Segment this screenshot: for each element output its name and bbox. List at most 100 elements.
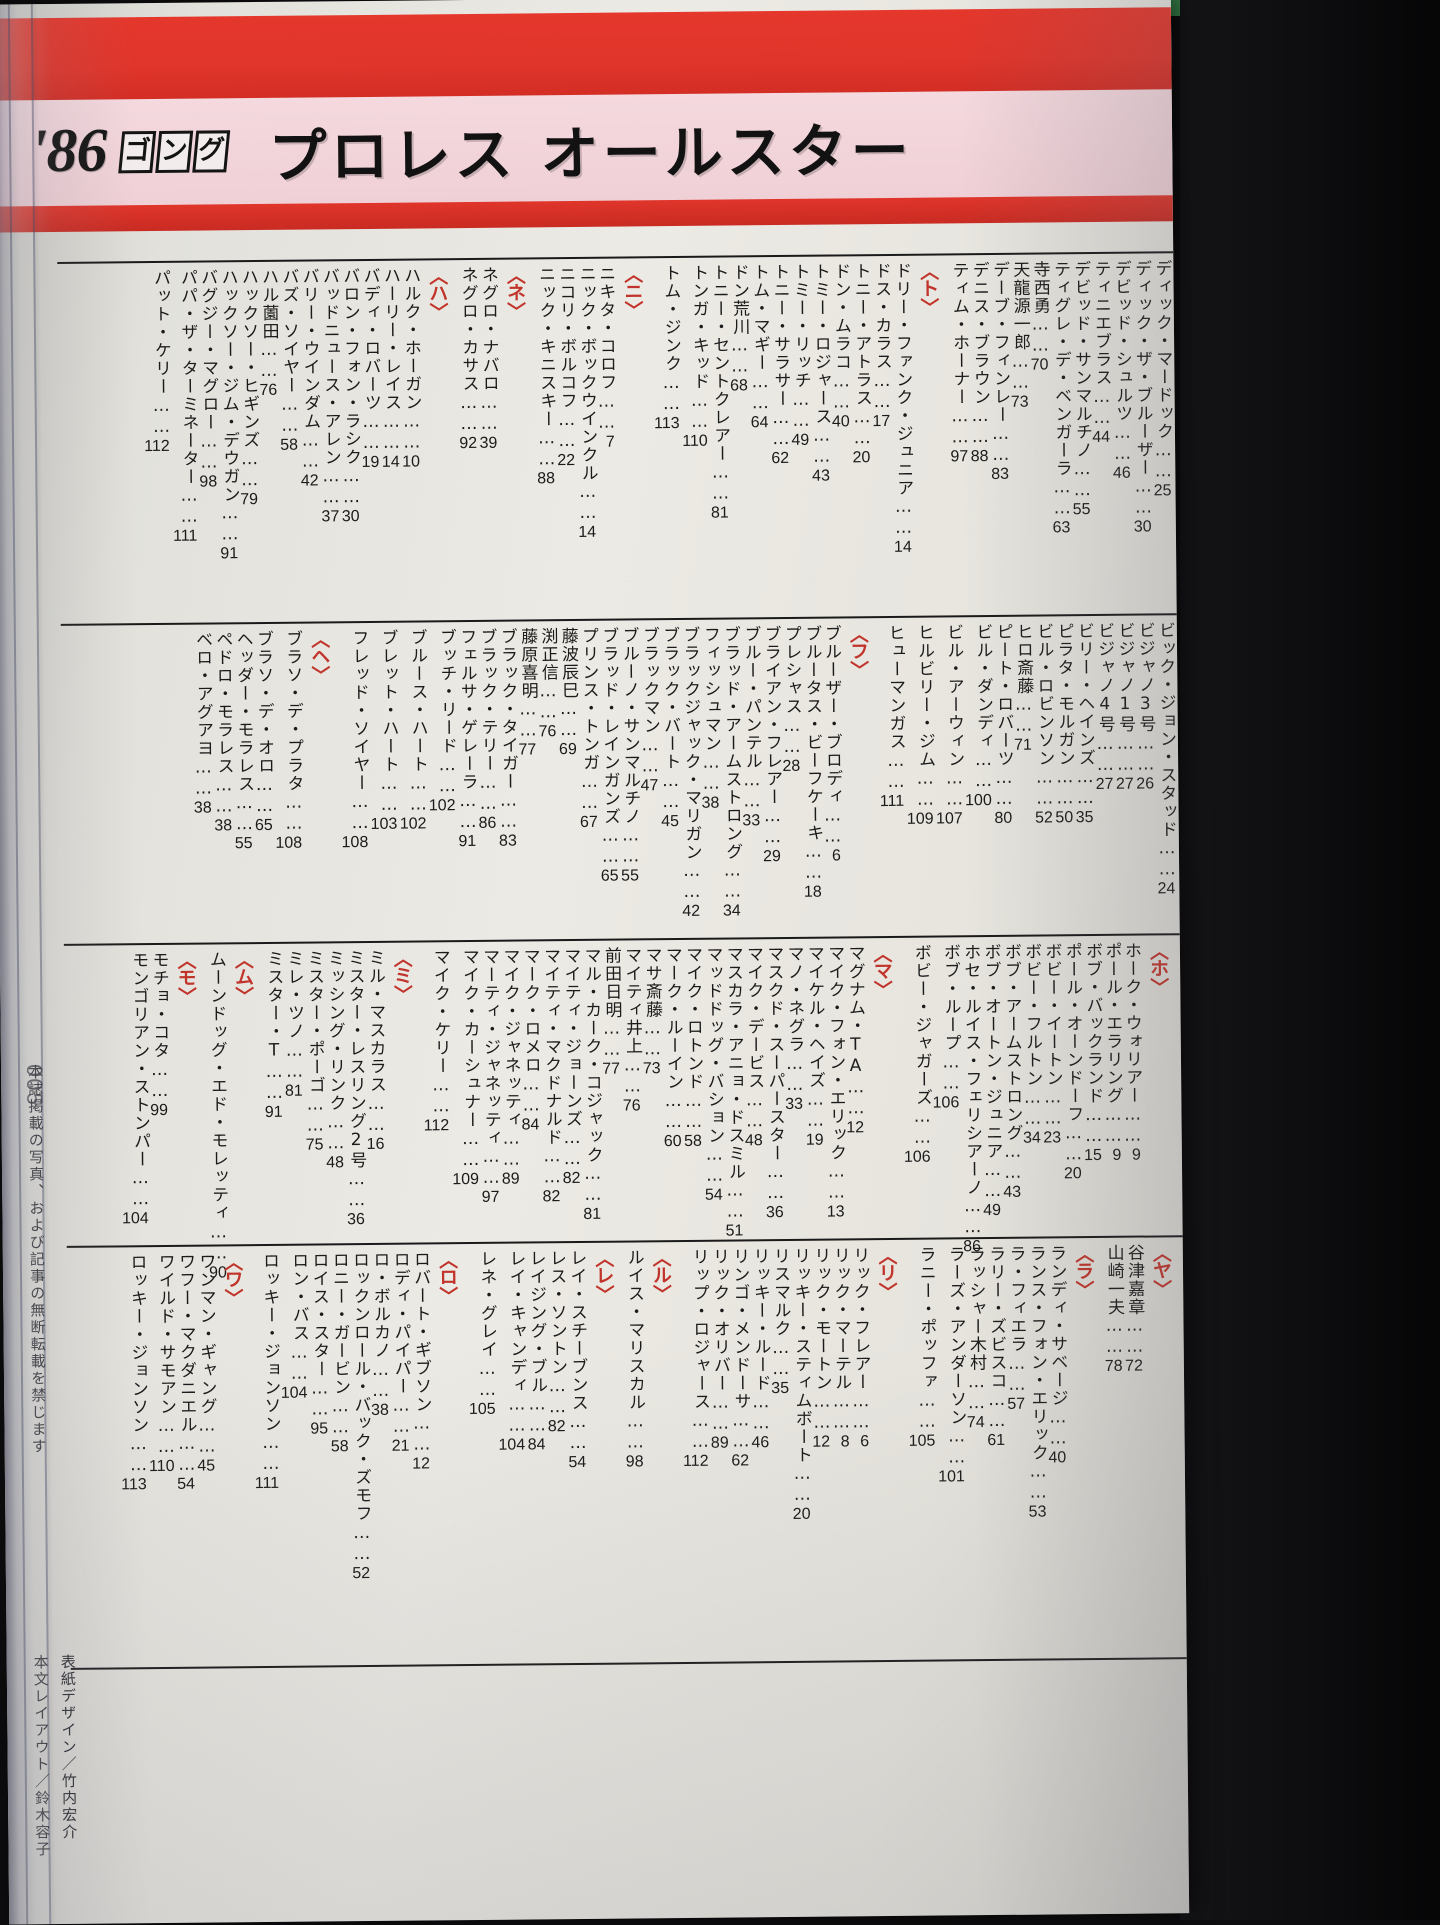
index-entry[interactable]: ブラック・バート…… 45 xyxy=(659,626,681,936)
index-entry[interactable]: バズ・ソイヤー…… 58 xyxy=(278,268,300,620)
index-entry[interactable]: ミスター・ポーゴ…… 75 xyxy=(304,949,326,1241)
index-entry[interactable]: ホーク・ウォリアー…… 9 xyxy=(1121,942,1143,1234)
index-entry[interactable]: ラ・フィエラ…… 57 xyxy=(1006,1245,1028,1657)
index-entry[interactable]: モチョ・コタ…… 99 xyxy=(148,951,169,1243)
index-entry[interactable]: バディ・ロバーツ…… 19 xyxy=(359,267,381,619)
index-entry[interactable]: ボブ・ループ…… 106 xyxy=(931,943,962,1235)
index-entry[interactable]: ヒルビリー・ジム…… 109 xyxy=(905,624,936,934)
index-entry[interactable]: ブラッド・レインガンズ…… 65 xyxy=(598,627,620,937)
index-entry[interactable]: ティグレ・デ・ベンガーラ…… 63 xyxy=(1050,260,1072,612)
index-entry[interactable]: ハル薗田…… 76 xyxy=(258,268,279,620)
index-entry[interactable]: ロッキー・ジョンソン…… 113 xyxy=(119,1253,149,1665)
index-entry[interactable]: ハックソー・ジム・デウガン…… 91 xyxy=(217,268,240,620)
index-entry[interactable]: 前田日明…… 77 xyxy=(601,947,622,1239)
index-entry[interactable]: ペドロ・モラレス…… 38 xyxy=(212,630,234,940)
index-entry[interactable]: トニー・アトラス…… 20 xyxy=(850,262,872,614)
index-entry[interactable]: ブラック・タイガー…… 83 xyxy=(497,628,519,938)
index-entry[interactable]: ビック・ジョン・スタッド…… 24 xyxy=(1155,621,1177,931)
index-entry[interactable]: ブラック・テリー…… 86 xyxy=(476,628,498,938)
index-entry[interactable]: レイ・スチーブンス…… 54 xyxy=(566,1249,588,1661)
index-entry[interactable]: ビリー・ヘインズ…… 35 xyxy=(1074,622,1096,932)
index-entry[interactable]: マサ斎藤…… 73 xyxy=(641,946,662,1238)
index-entry[interactable]: マッドドッグ・バション…… 54 xyxy=(702,946,724,1238)
index-entry[interactable]: ブルー・パンテル…… 33 xyxy=(740,625,762,935)
index-entry[interactable]: ボブ・アームストロング…… 43 xyxy=(1001,943,1023,1235)
index-entry[interactable]: ボビー・ジャガーズ…… 106 xyxy=(902,944,933,1236)
index-entry[interactable]: ヘッダー・モラレス…… 55 xyxy=(233,630,255,940)
index-entry[interactable]: デニス・ブラウン…… 88 xyxy=(969,261,991,613)
index-entry[interactable]: レネ・グレイ…… 105 xyxy=(467,1250,498,1662)
index-entry[interactable]: マーク・ロメロ…… 84 xyxy=(520,947,542,1239)
index-entry[interactable]: ワフー・マクダニエル…… 54 xyxy=(175,1253,197,1665)
index-entry[interactable]: マイティ・ジョーンズ…… 82 xyxy=(560,947,582,1239)
index-entry[interactable]: ロッキー・ジョンソン…… 111 xyxy=(253,1252,281,1664)
index-entry[interactable]: リッキー・スティムボート…… 20 xyxy=(790,1247,812,1659)
index-entry[interactable]: トニー・セントクレアー…… 81 xyxy=(708,264,730,616)
index-entry[interactable]: ボブ・オートン・ジュニア…… 49 xyxy=(980,943,1002,1235)
index-entry[interactable]: レス・ソントン…… 82 xyxy=(546,1249,568,1661)
index-entry[interactable]: ムーンドッグ・エド・モレッティ…… 90 xyxy=(206,950,229,1281)
index-entry[interactable]: 渕正信…… 76 xyxy=(537,627,559,937)
index-entry[interactable]: ハックソー・ヒギンズ…… 79 xyxy=(238,268,260,620)
index-entry[interactable]: ラリー・ズビスコ…… 61 xyxy=(985,1245,1007,1657)
index-entry[interactable]: フェルサ・ゲレーラ…… 91 xyxy=(456,628,478,938)
index-entry[interactable]: ブラックマン…… 47 xyxy=(639,626,660,936)
index-entry[interactable]: マイク・フォン・エリック…… 13 xyxy=(824,944,846,1236)
index-entry[interactable]: ブッチ・リード…… 102 xyxy=(427,628,458,938)
index-entry[interactable]: プリンス・トンガ…… 67 xyxy=(578,627,600,937)
index-entry[interactable]: ティニエブラス…… 44 xyxy=(1090,260,1112,612)
index-entry[interactable]: トム・マギー…… 64 xyxy=(749,263,770,615)
index-entry[interactable]: 谷津嘉章…… 72 xyxy=(1124,1244,1146,1656)
index-entry[interactable]: ビル・アーウィン…… 107 xyxy=(934,623,965,933)
index-entry[interactable]: マイティ・マクドナルド…… 82 xyxy=(540,947,562,1239)
index-entry[interactable]: ニコリ・ボルコフ…… 22 xyxy=(555,265,577,617)
index-entry[interactable]: ポール・エラリング…… 9 xyxy=(1101,942,1123,1234)
index-entry[interactable]: ランス・フォン・エリック…… 53 xyxy=(1026,1245,1048,1657)
index-entry[interactable]: ラッシャー木村…… 74 xyxy=(965,1245,987,1657)
index-entry[interactable]: バッドニュース・アレン…… 37 xyxy=(319,267,341,619)
index-entry[interactable]: ロニー・ガービン…… 58 xyxy=(329,1251,351,1663)
index-entry[interactable]: マイク・ジャネッティ…… 89 xyxy=(499,948,521,1240)
index-entry[interactable]: 藤波辰巳…… 69 xyxy=(558,627,579,937)
index-entry[interactable]: パパ・ザ・ターミネーター…… 111 xyxy=(171,269,199,621)
index-entry[interactable]: ビル・ダンディ…… 100 xyxy=(963,623,994,933)
index-entry[interactable]: トミー・ロジャース…… 43 xyxy=(810,263,832,615)
index-entry[interactable]: ブラソ・デ・オロ…… 65 xyxy=(253,630,275,940)
index-entry[interactable]: 藤原喜明…… 77 xyxy=(517,627,538,937)
index-entry[interactable]: ハルク・ホーガン…… 10 xyxy=(400,266,422,618)
index-entry[interactable]: ラニー・ポッファ…… 105 xyxy=(907,1246,938,1658)
index-entry[interactable]: 天龍源一郎…… 73 xyxy=(1009,261,1030,613)
index-entry[interactable]: リップ・ロジャース…… 112 xyxy=(681,1248,711,1660)
index-entry[interactable]: ティム・ホーナー…… 97 xyxy=(948,261,970,613)
index-entry[interactable]: リック・マーテル…… 8 xyxy=(830,1246,852,1658)
index-entry[interactable]: ブルーノ・サンマルチノ…… 55 xyxy=(619,626,641,936)
index-entry[interactable]: ポール・オーンドーフ…… 20 xyxy=(1062,942,1084,1234)
index-entry[interactable]: フィッシュマン…… 38 xyxy=(700,626,722,936)
index-entry[interactable]: ドス・カラス…… 17 xyxy=(871,262,892,614)
index-entry[interactable]: ブルーザー・ブロディ…… 6 xyxy=(821,624,843,934)
index-entry[interactable]: ブライアン・フレアー…… 29 xyxy=(761,625,783,935)
index-entry[interactable]: デーブ・フィンレー…… 83 xyxy=(989,261,1011,613)
index-entry[interactable]: レイ・キャンディ…… 104 xyxy=(497,1250,528,1662)
index-entry[interactable]: リスマルク…… 35 xyxy=(770,1247,792,1659)
index-entry[interactable]: ミレ・ツノ…… 81 xyxy=(283,950,304,1242)
index-entry[interactable]: ビジャノ4号…… 27 xyxy=(1094,622,1115,932)
index-entry[interactable]: ビル・ロビンソン…… 52 xyxy=(1033,622,1055,932)
index-entry[interactable]: バロン・フォン・ラシク…… 30 xyxy=(339,267,361,619)
index-entry[interactable]: マイク・カーシュナー…… 109 xyxy=(450,948,481,1240)
index-entry[interactable]: マスカラ・アニョ・ドスミル…… 51 xyxy=(723,945,746,1239)
index-entry[interactable]: ホセ・ルイス・フェリシアーノ…… 86 xyxy=(960,943,983,1256)
index-entry[interactable]: ランディ・サベージ…… 40 xyxy=(1046,1244,1068,1656)
index-entry[interactable]: マスクド・スーパースター…… 36 xyxy=(763,945,785,1237)
index-entry[interactable]: ワイルド・サモアン…… 110 xyxy=(147,1253,177,1665)
index-entry[interactable]: ミスター・レスリング2号…… 36 xyxy=(344,949,367,1241)
index-entry[interactable]: ブルース・ハート…… 102 xyxy=(398,628,429,938)
index-entry[interactable]: ハーリー・レイス…… 14 xyxy=(380,267,402,619)
index-entry[interactable]: ロバート・ギブソン…… 12 xyxy=(410,1250,432,1662)
index-entry[interactable]: ロ・ボルカノ…… 38 xyxy=(369,1251,392,1663)
index-entry[interactable]: ニック・ボックウインクル…… 14 xyxy=(576,265,598,617)
index-entry[interactable]: マグナム・TA…… 12 xyxy=(844,944,866,1236)
index-entry[interactable]: ニキタ・コロフ…… 7 xyxy=(595,265,617,617)
index-entry[interactable]: ニック・キニスキー…… 88 xyxy=(535,265,557,617)
index-entry[interactable]: 山崎一夫…… 78 xyxy=(1103,1244,1126,1656)
